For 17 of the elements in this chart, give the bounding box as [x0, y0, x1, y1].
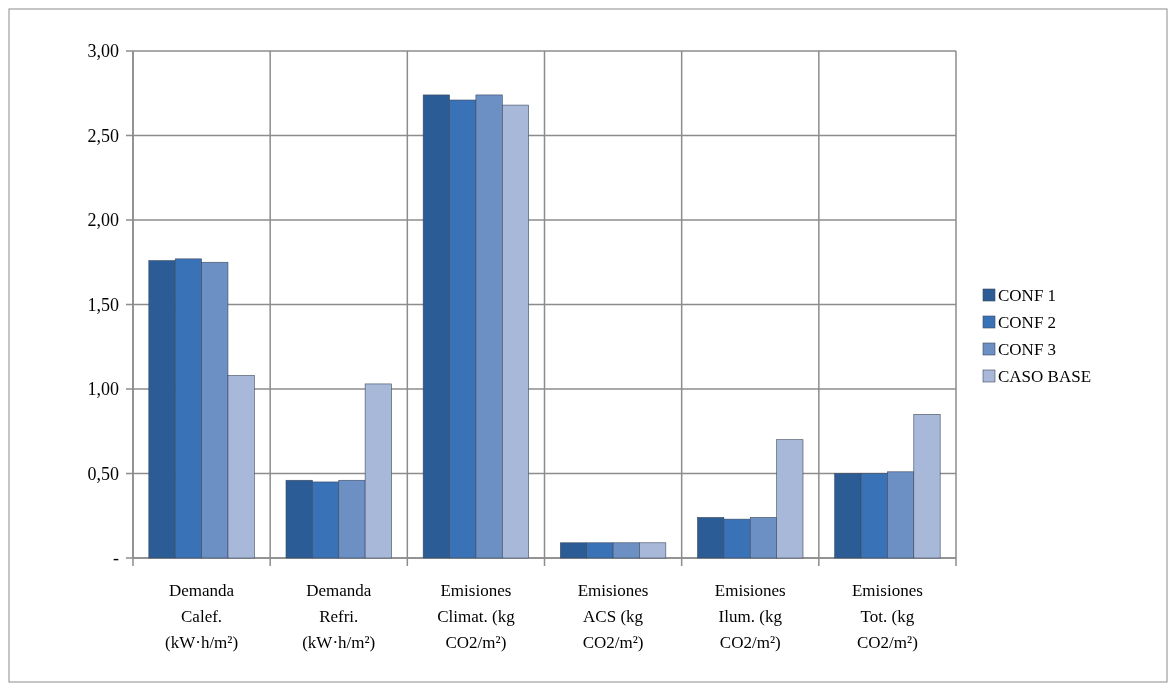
x-tick-label: Emisiones Ilum. (kg CO2/m²): [714, 581, 786, 652]
y-tick-label: 0,50: [87, 463, 119, 484]
y-tick-label: 1,00: [87, 379, 119, 400]
y-tick-label: 2,50: [87, 125, 119, 146]
x-tick-label: Emisiones Tot. (kg CO2/m²): [851, 581, 923, 652]
x-tick-label: Demanda Calef. (kW·h/m²): [165, 581, 239, 652]
y-tick-label: -: [113, 548, 119, 569]
y-tick-label: 2,00: [87, 210, 119, 231]
y-tick-label: 1,50: [87, 294, 119, 315]
legend-label: CONF 2: [998, 312, 1057, 332]
y-tick-label: 3,00: [87, 41, 119, 62]
legend-label: CASO BASE: [998, 366, 1092, 386]
x-tick-label: Emisiones Climat. (kg CO2/m²): [437, 581, 516, 652]
x-tick-label: Demanda Refri. (kW·h/m²): [302, 581, 376, 652]
x-tick-label: Emisiones ACS (kg CO2/m²): [577, 581, 649, 652]
legend-label: CONF 3: [998, 339, 1057, 359]
legend-label: CONF 1: [998, 285, 1057, 305]
